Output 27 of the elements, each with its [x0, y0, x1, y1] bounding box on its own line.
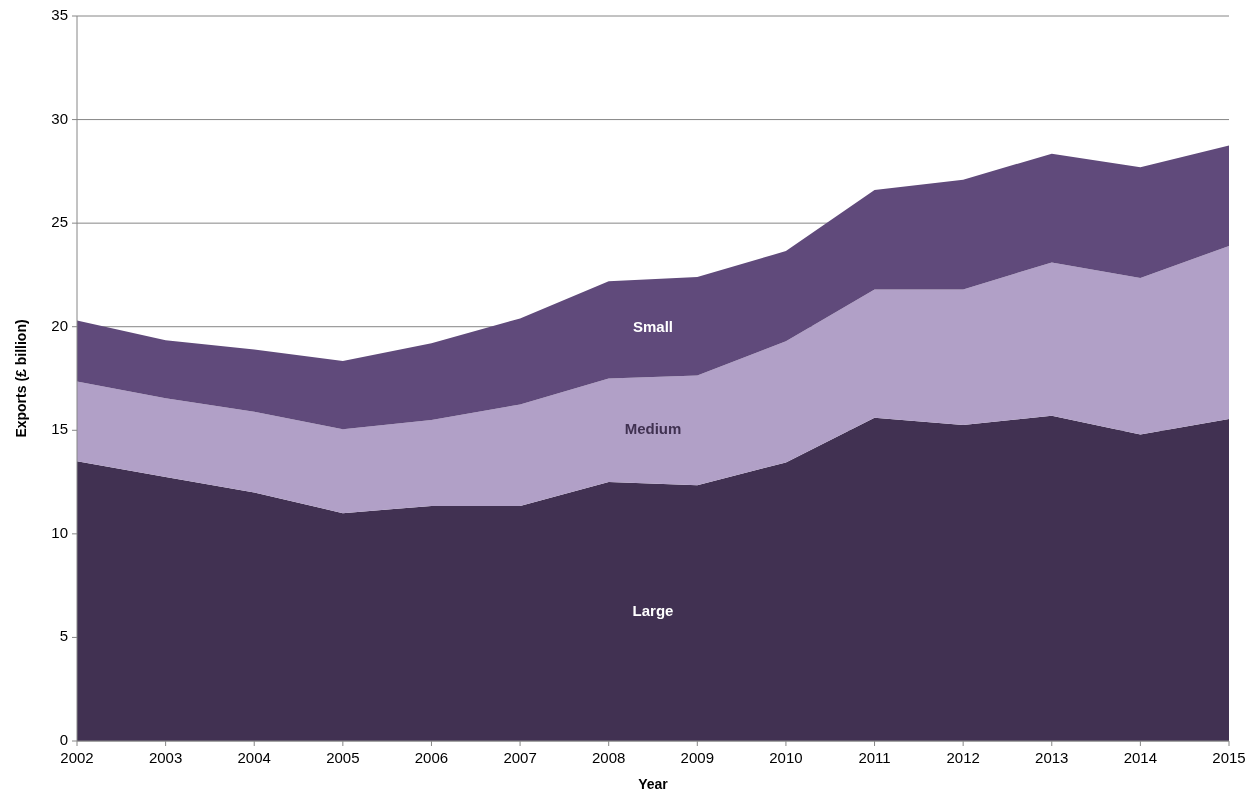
- x-tick-label: 2014: [1123, 749, 1158, 766]
- x-tick-label: 2002: [60, 749, 94, 766]
- series-label: Large: [632, 602, 674, 620]
- x-tick-label: 2010: [769, 749, 803, 766]
- x-tick-label: 2007: [503, 749, 537, 766]
- y-tick-label: 20: [51, 316, 68, 334]
- x-tick-label: 2005: [326, 749, 360, 766]
- y-tick-label: 10: [51, 523, 68, 541]
- y-tick-label: 15: [51, 420, 68, 438]
- x-axis-title: Year: [638, 776, 669, 792]
- x-tick-label: 2006: [414, 749, 449, 766]
- y-tick-label: 0: [59, 730, 68, 748]
- x-tick-label: 2015: [1212, 749, 1246, 766]
- x-tick-label: 2003: [148, 749, 183, 766]
- series-label: Small: [632, 317, 674, 335]
- y-tick-label: 5: [59, 627, 68, 645]
- y-tick-label: 35: [51, 5, 68, 23]
- x-tick-label: 2004: [237, 749, 271, 766]
- series-label: Medium: [624, 420, 682, 438]
- x-tick-label: 2013: [1035, 749, 1069, 766]
- y-tick-label: 25: [51, 213, 68, 231]
- x-tick-label: 2012: [946, 749, 980, 766]
- x-tick-label: 2009: [680, 749, 714, 766]
- y-tick-label: 30: [51, 109, 68, 127]
- y-axis-title: Exports (£ billion): [13, 319, 29, 438]
- x-tick-label: 2008: [592, 749, 626, 766]
- x-tick-label: 2011: [858, 749, 891, 766]
